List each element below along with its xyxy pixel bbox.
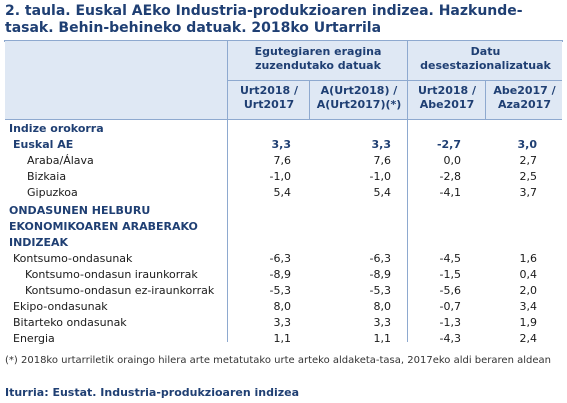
header-group-seasonal: Datu desestazionalizatuak [420,45,551,72]
row-label: Euskal AE [13,138,74,151]
table-row: Araba/Álava 7,6 7,6 0,0 2,7 [5,153,562,168]
source-note: Iturria: Eustat. Industria-produkzioaren… [5,386,300,399]
cell-value: 1,1 [373,332,392,345]
row-label: Energia [13,332,55,345]
table-row: EKONOMIKOAREN ARABERAKO [5,219,562,234]
cell-value: 7,6 [373,154,392,167]
cell-value: 5,4 [373,186,392,199]
table-row: Kontsumo-ondasunak -6,3 -6,3 -4,5 1,6 [5,251,562,266]
cell-value: 0,0 [443,154,462,167]
row-label: Ekipo-ondasunak [13,300,108,313]
header-col4: Abe2017 / Aza2017 [493,84,556,111]
footnote: (*) 2018ko urtarriletik oraingo hilera a… [5,355,551,366]
cell-value: -0,7 [439,300,461,313]
cell-value: 2,5 [519,170,538,183]
row-label: Kontsumo-ondasunak [13,252,133,265]
row-label: Araba/Álava [27,154,94,167]
cell-value: 1,1 [273,332,292,345]
cell-value: -1,3 [439,316,461,329]
row-label: Indize orokorra [9,122,104,135]
cell-value: 1,9 [519,316,538,329]
cell-value: 3,0 [517,138,538,151]
table-row: Bitarteko ondasunak 3,3 3,3 -1,3 1,9 [5,315,562,330]
cell-value: -4,1 [439,186,461,199]
header-col1: Urt2018 / Urt2017 [239,84,299,111]
table-row: Kontsumo-ondasun ez-iraunkorrak -5,3 -5,3 -… [5,283,562,298]
cell-value: -1,5 [439,268,461,281]
data-table: Egutegiaren eragina zuzendutako datuak D… [4,40,563,345]
header-group-calendar: Egutegiaren eragina zuzendutako datuak [254,45,382,72]
cell-value: 2,0 [519,284,538,297]
row-label: ONDASUNEN HELBURU [9,204,151,217]
table-row: INDIZEAK [5,235,562,250]
cell-value: -6,3 [269,252,291,265]
cell-value: -8,9 [269,268,291,281]
cell-value: 2,7 [519,154,538,167]
cell-value: -4,3 [439,332,461,345]
cell-value: -5,3 [369,284,391,297]
table-row: ONDASUNEN HELBURU [5,203,562,218]
cell-value: 3,3 [271,138,292,151]
cell-value: -8,9 [369,268,391,281]
row-label: Kontsumo-ondasun ez-iraunkorrak [25,284,215,297]
row-label: INDIZEAK [9,236,69,249]
cell-value: -4,5 [439,252,461,265]
table-row: Bizkaia -1,0 -1,0 -2,8 2,5 [5,169,562,184]
table-row: Ekipo-ondasunak 8,0 8,0 -0,7 3,4 [5,299,562,314]
cell-value: 5,4 [273,186,292,199]
cell-value: -5,3 [269,284,291,297]
cell-value: 3,3 [373,316,392,329]
cell-value: 3,4 [519,300,538,313]
cell-value: 8,0 [373,300,392,313]
cell-value: 2,4 [519,332,538,345]
row-label: Bitarteko ondasunak [13,316,127,329]
table-title: 2. taula. Euskal AEko Industria-produkzi… [5,3,523,36]
header-col2: A(Urt2018) / A(Urt2017)(*) [316,84,402,111]
cell-value: 3,3 [273,316,292,329]
row-label: Kontsumo-ondasun iraunkorrak [25,268,198,281]
cell-value: 7,6 [273,154,292,167]
cell-value: -6,3 [369,252,391,265]
row-label: EKONOMIKOAREN ARABERAKO [9,220,198,233]
cell-value: -5,6 [439,284,461,297]
table-row: Gipuzkoa 5,4 5,4 -4,1 3,7 [5,185,562,200]
table-row: Euskal AE 3,3 3,3 -2,7 3,0 [5,137,562,152]
row-label: Gipuzkoa [27,186,78,199]
table-row: Kontsumo-ondasun iraunkorrak -8,9 -8,9 -1,5… [5,267,562,282]
table-row: Energia 1,1 1,1 -4,3 2,4 [5,331,562,346]
cell-value: -2,8 [439,170,461,183]
cell-value: 8,0 [273,300,292,313]
cell-value: 0,4 [519,268,538,281]
cell-value: 3,7 [519,186,538,199]
table-row: Indize orokorra [5,121,562,136]
row-label: Bizkaia [27,170,67,183]
cell-value: 1,6 [519,252,538,265]
cell-value: 3,3 [371,138,392,151]
cell-value: -1,0 [269,170,291,183]
cell-value: -2,7 [436,138,461,151]
header-col3: Urt2018 / Abe2017 [417,84,477,111]
cell-value: -1,0 [369,170,391,183]
